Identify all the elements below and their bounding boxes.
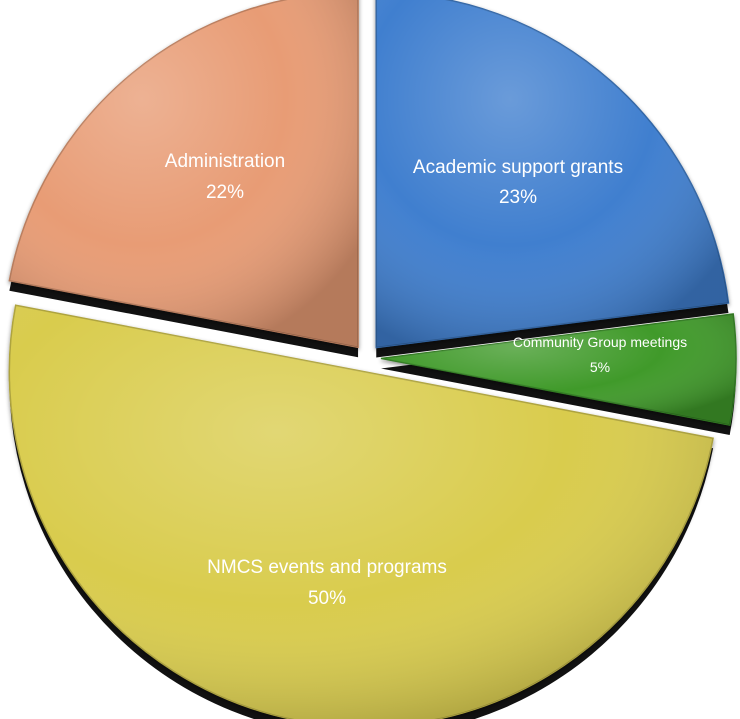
slice-highlight-nmcs-events-and-programs [9, 305, 714, 719]
slice-label-value: 5% [590, 359, 610, 375]
slice-label-value: 50% [308, 588, 346, 609]
label-administration: Administration 22% [165, 151, 285, 203]
slice-label-value: 23% [499, 187, 537, 208]
slice-highlight-community-group-meetings [380, 313, 736, 425]
slice-label-name: Administration [165, 151, 285, 172]
label-community-group-meetings: Community Group meetings 5% [513, 334, 687, 375]
slice-label-name: Community Group meetings [513, 334, 687, 350]
slice-highlight-academic-support-grants [376, 0, 729, 348]
pie-slices [8, 0, 737, 719]
label-nmcs-events-and-programs: NMCS events and programs 50% [207, 557, 447, 609]
label-academic-support-grants: Academic support grants 23% [413, 157, 623, 208]
slice-label-name: NMCS events and programs [207, 557, 447, 578]
slice-highlight-administration [9, 0, 359, 348]
slice-label-name: Academic support grants [413, 157, 623, 178]
slice-label-value: 22% [206, 182, 244, 203]
